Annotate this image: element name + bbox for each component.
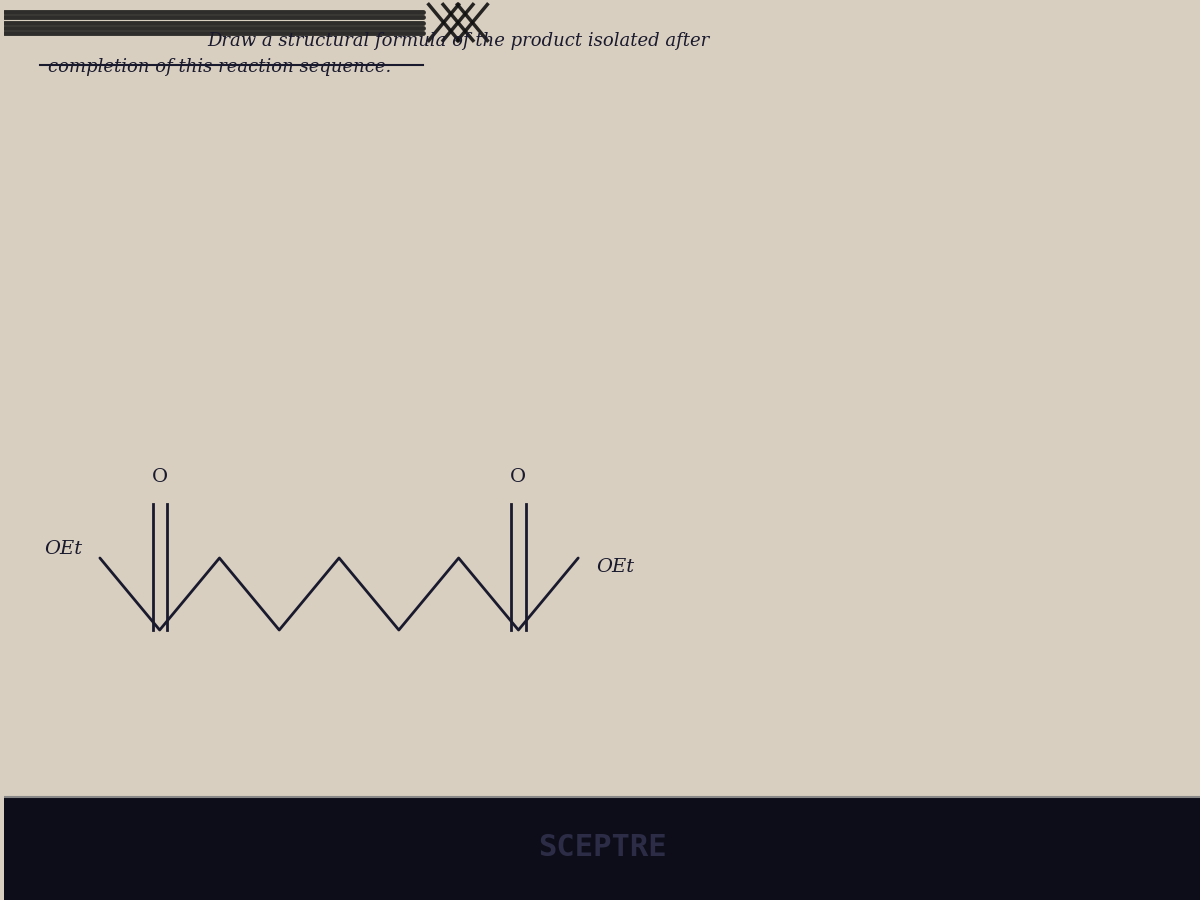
Bar xyxy=(5,796,1200,900)
Text: OEt: OEt xyxy=(596,558,635,576)
Text: OEt: OEt xyxy=(44,540,82,558)
Text: SCEPTRE: SCEPTRE xyxy=(538,833,666,862)
Text: completion of this reaction sequence.: completion of this reaction sequence. xyxy=(48,58,391,76)
Text: O: O xyxy=(510,468,527,486)
Text: Draw a structural formula of the product isolated after: Draw a structural formula of the product… xyxy=(208,32,709,50)
Text: O: O xyxy=(151,468,168,486)
